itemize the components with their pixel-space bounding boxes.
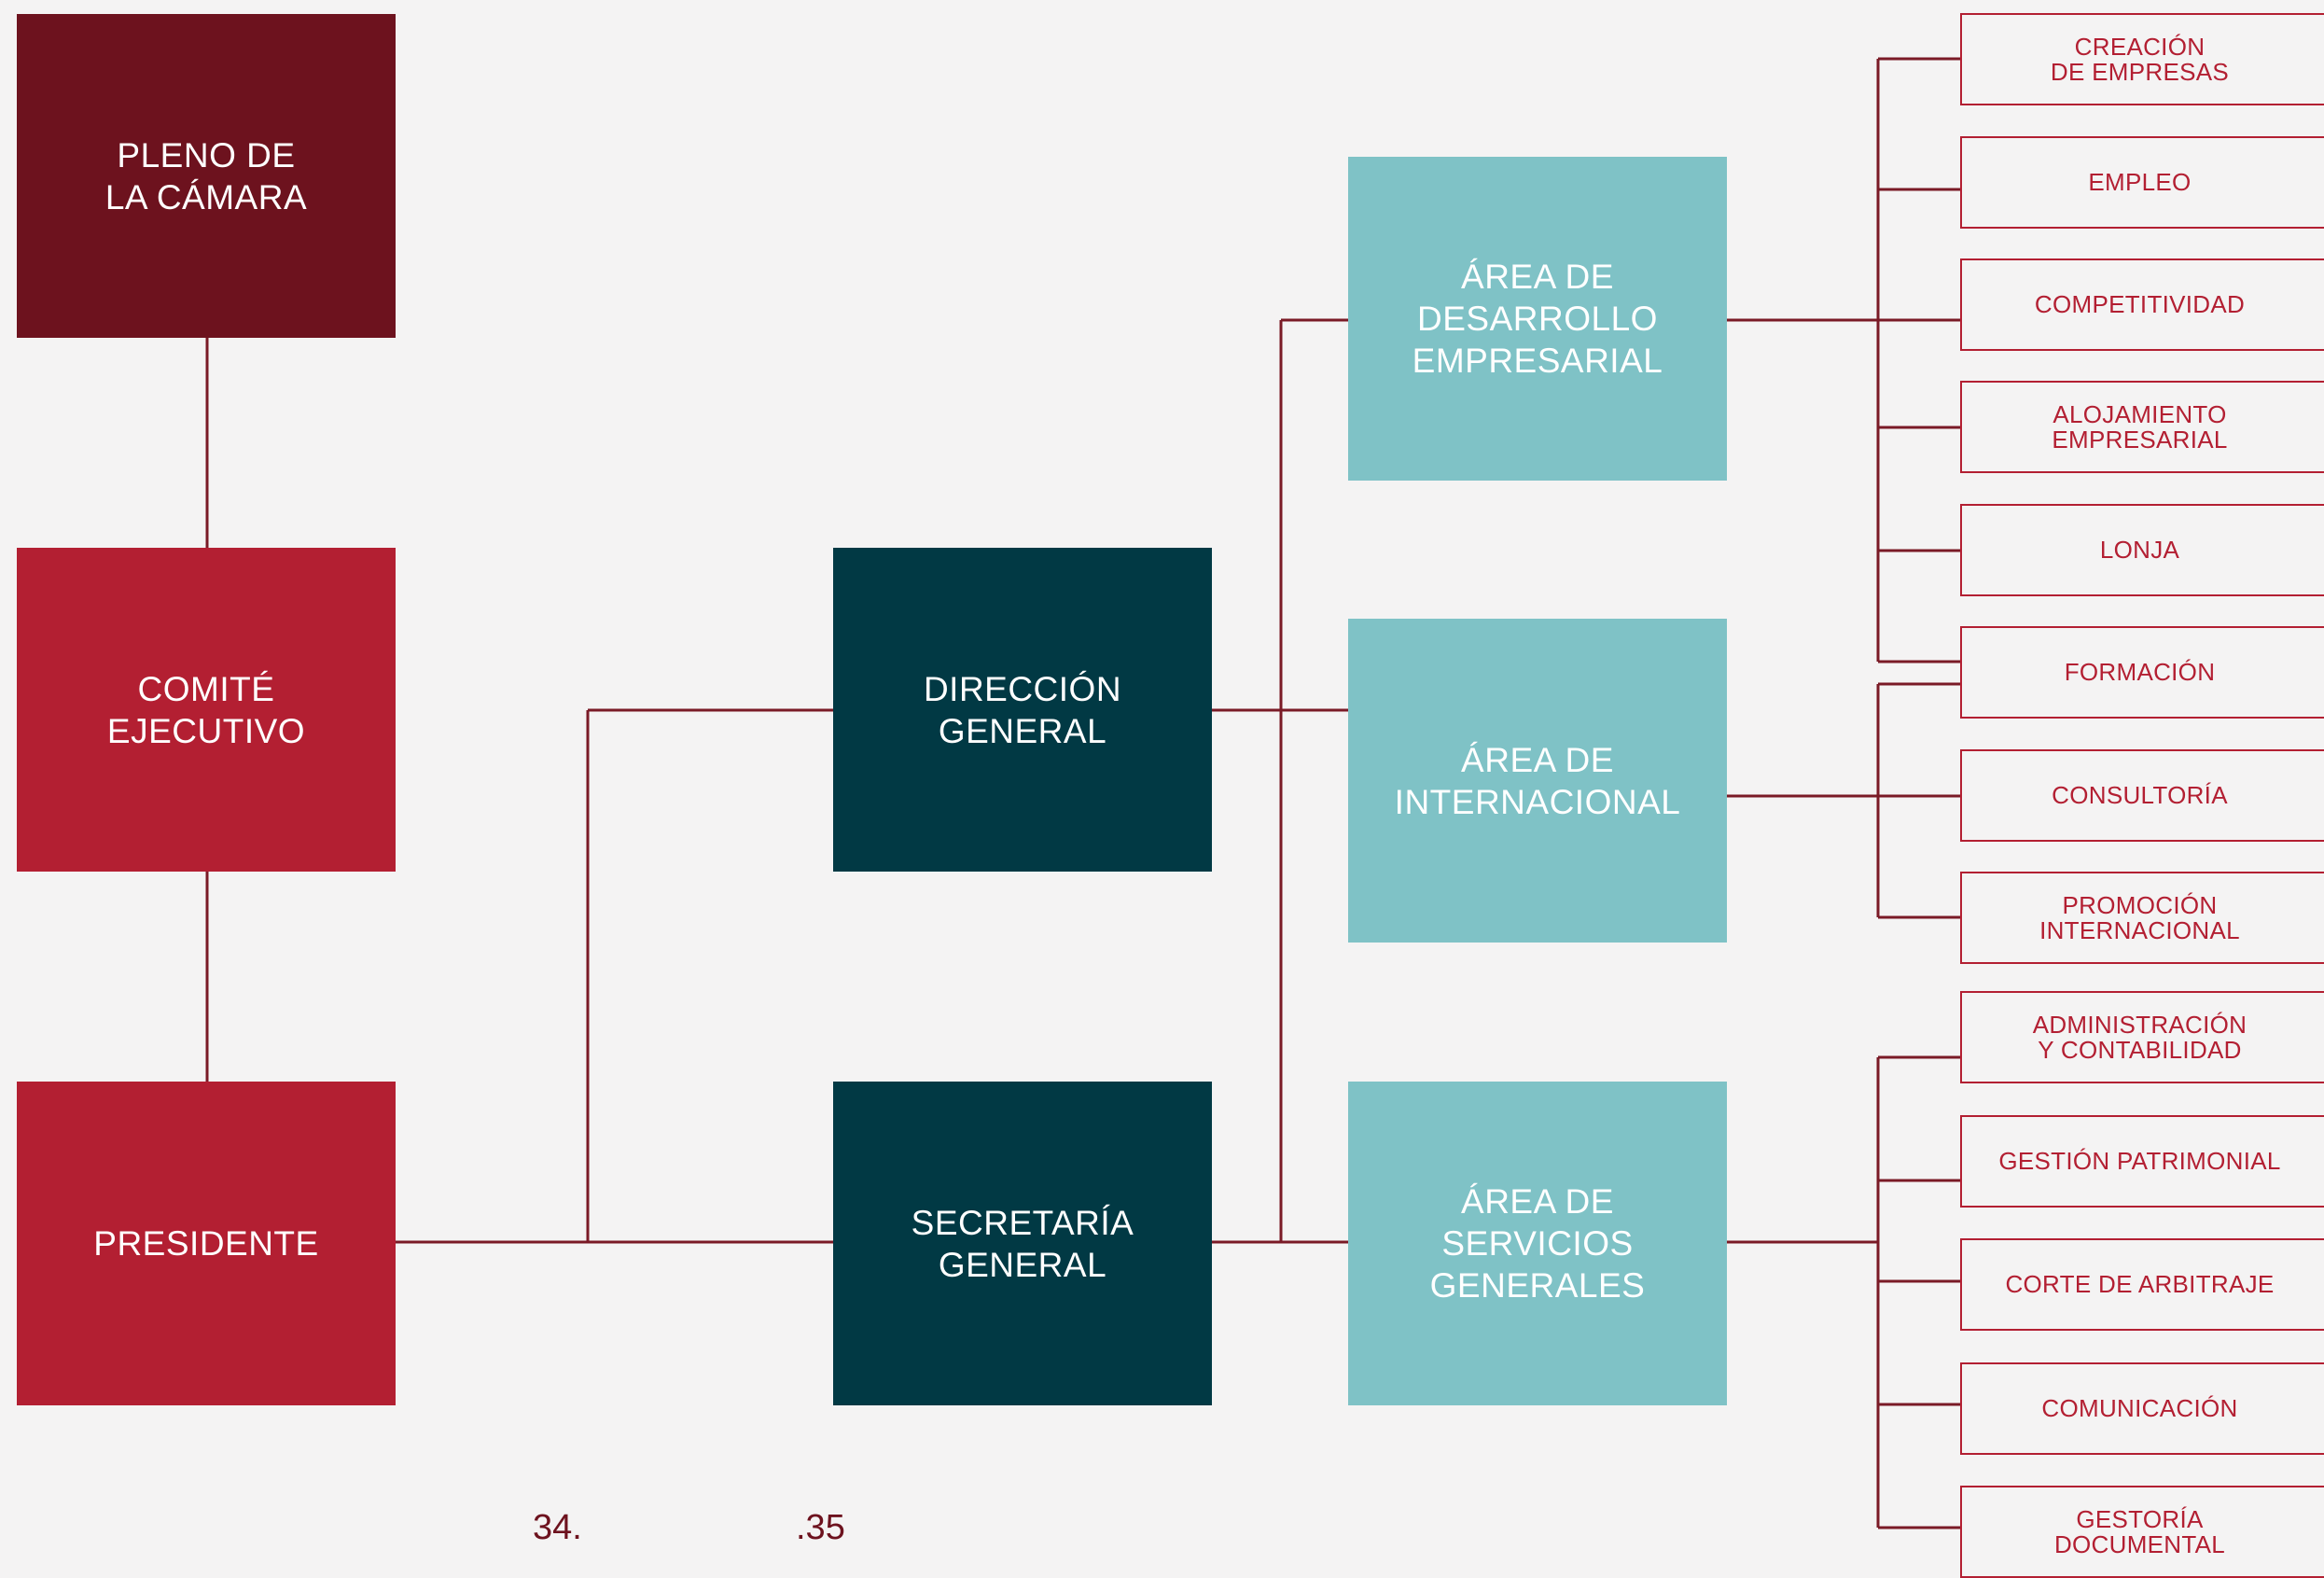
dept-label: ALOJAMIENTO EMPRESARIAL xyxy=(2052,399,2228,454)
dept-gestoria-documental: GESTORÍA DOCUMENTAL xyxy=(1960,1486,2324,1578)
dept-comunicacion: COMUNICACIÓN xyxy=(1960,1362,2324,1455)
dept-promocion-internacional: PROMOCIÓN INTERNACIONAL xyxy=(1960,872,2324,964)
node-pleno-de-la-camara: PLENO DE LA CÁMARA xyxy=(17,14,396,338)
dept-label: LONJA xyxy=(2099,536,2180,564)
node-label: DIRECCIÓN GENERAL xyxy=(923,669,1122,750)
node-label: ÁREA DE INTERNACIONAL xyxy=(1394,740,1681,821)
page-number-left: 34. xyxy=(533,1508,582,1547)
node-presidente: PRESIDENTE xyxy=(17,1082,396,1405)
dept-formacion: FORMACIÓN xyxy=(1960,626,2324,719)
node-area-desarrollo-empresarial: ÁREA DE DESARROLLO EMPRESARIAL xyxy=(1348,157,1727,481)
dept-competitividad: COMPETITIVIDAD xyxy=(1960,258,2324,351)
dept-empleo: EMPLEO xyxy=(1960,136,2324,229)
node-comite-ejecutivo: COMITÉ EJECUTIVO xyxy=(17,548,396,872)
dept-label: GESTORÍA DOCUMENTAL xyxy=(2053,1504,2226,1558)
node-label: ÁREA DE DESARROLLO EMPRESARIAL xyxy=(1412,258,1663,380)
dept-label: ADMINISTRACIÓN Y CONTABILIDAD xyxy=(2032,1010,2247,1064)
dept-label: CONSULTORÍA xyxy=(2052,781,2228,809)
dept-label: CREACIÓN DE EMPRESAS xyxy=(2050,32,2230,86)
node-area-internacional: ÁREA DE INTERNACIONAL xyxy=(1348,619,1727,943)
dept-label: PROMOCIÓN INTERNACIONAL xyxy=(2039,890,2240,944)
dept-lonja: LONJA xyxy=(1960,504,2324,596)
dept-corte-de-arbitraje: CORTE DE ARBITRAJE xyxy=(1960,1238,2324,1331)
dept-label: CORTE DE ARBITRAJE xyxy=(2005,1270,2275,1298)
node-label: COMITÉ EJECUTIVO xyxy=(106,669,306,750)
dept-label: GESTIÓN PATRIMONIAL xyxy=(1998,1147,2281,1175)
dept-label: EMPLEO xyxy=(2088,168,2192,196)
dept-label: FORMACIÓN xyxy=(2064,658,2216,686)
node-direccion-general: DIRECCIÓN GENERAL xyxy=(833,548,1212,872)
dept-consultoria: CONSULTORÍA xyxy=(1960,749,2324,842)
node-area-servicios-generales: ÁREA DE SERVICIOS GENERALES xyxy=(1348,1082,1727,1405)
node-secretaria-general: SECRETARÍA GENERAL xyxy=(833,1082,1212,1405)
dept-alojamiento-empresarial: ALOJAMIENTO EMPRESARIAL xyxy=(1960,381,2324,473)
node-label: SECRETARÍA GENERAL xyxy=(911,1203,1134,1284)
dept-gestion-patrimonial: GESTIÓN PATRIMONIAL xyxy=(1960,1115,2324,1208)
page-number-right: .35 xyxy=(796,1508,845,1547)
dept-label: COMUNICACIÓN xyxy=(2041,1394,2238,1422)
dept-label: COMPETITIVIDAD xyxy=(2034,290,2246,318)
node-label: ÁREA DE SERVICIOS GENERALES xyxy=(1429,1182,1646,1305)
dept-administracion-y-contabilidad: ADMINISTRACIÓN Y CONTABILIDAD xyxy=(1960,991,2324,1083)
node-label: PRESIDENTE xyxy=(93,1224,319,1263)
dept-creacion-de-empresas: CREACIÓN DE EMPRESAS xyxy=(1960,13,2324,105)
node-label: PLENO DE LA CÁMARA xyxy=(104,135,308,216)
